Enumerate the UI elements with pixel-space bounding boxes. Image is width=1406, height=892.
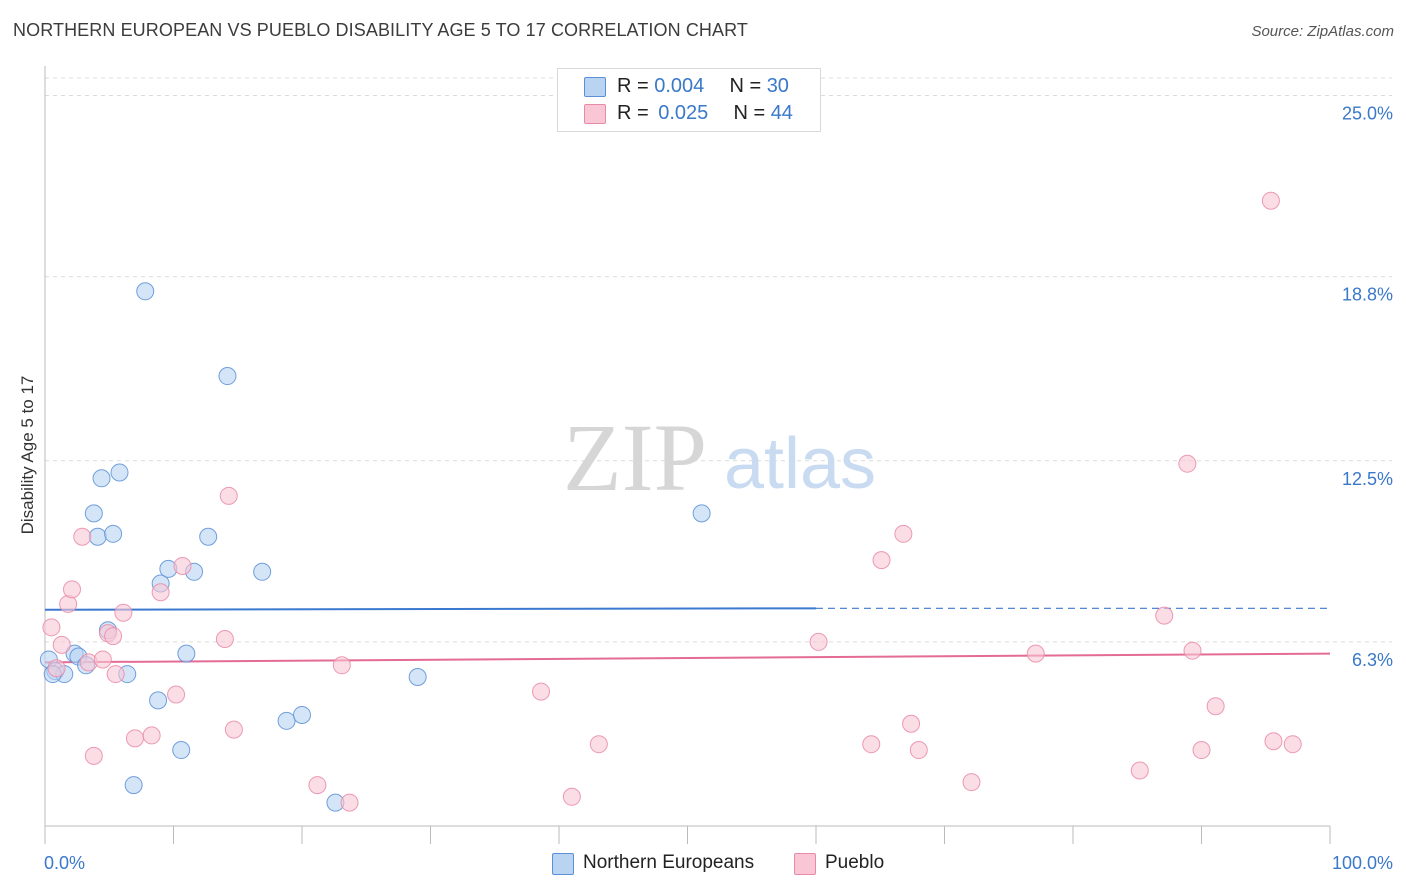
pueblo-trend-line xyxy=(44,652,1331,664)
pueblo-point xyxy=(1178,454,1197,473)
y-tick-label: 18.8% xyxy=(1342,285,1393,305)
pueblo-point xyxy=(84,746,103,765)
pueblo-point xyxy=(42,618,61,637)
tick-labels: 6.3% 12.5% 18.8% 25.0% 0.0% 100.0% xyxy=(44,104,1393,873)
pueblo-point xyxy=(47,659,66,678)
pueblo-point xyxy=(872,551,891,570)
pueblo-point xyxy=(1206,697,1225,716)
pueblo-point xyxy=(340,793,359,812)
axes xyxy=(44,66,1331,844)
y-tick-label: 6.3% xyxy=(1352,650,1393,670)
pueblo-point xyxy=(173,556,192,575)
pueblo-point xyxy=(142,726,161,745)
northern-europeans-point xyxy=(408,667,427,686)
bottom-legend-label: Northern Europeans xyxy=(583,852,755,873)
pueblo-point xyxy=(219,486,238,505)
pueblo-point xyxy=(151,583,170,602)
northern-europeans-point xyxy=(692,504,711,523)
data-points xyxy=(39,191,1302,812)
pueblo-point xyxy=(894,524,913,543)
pueblo-point xyxy=(1261,191,1280,210)
x-tick-label-max: 100.0% xyxy=(1332,853,1393,873)
watermark-atlas: atlas xyxy=(724,424,876,504)
northern-europeans-point xyxy=(92,469,111,488)
northern-europeans-point xyxy=(84,504,103,523)
x-tick-label-min: 0.0% xyxy=(44,853,85,873)
pueblo-point xyxy=(1026,644,1045,663)
northern-europeans-point xyxy=(124,776,143,795)
pueblo-point xyxy=(862,735,881,754)
pueblo-point xyxy=(1192,741,1211,760)
legend-swatch-pink xyxy=(584,104,606,124)
pueblo-point xyxy=(224,720,243,739)
pueblo-point xyxy=(532,682,551,701)
pueblo-point xyxy=(1183,641,1202,660)
gridlines xyxy=(45,77,1392,643)
pueblo-point xyxy=(73,527,92,546)
pueblo-point xyxy=(902,714,921,733)
pueblo-point xyxy=(589,735,608,754)
northern-europeans-point xyxy=(199,527,218,546)
pueblo-point xyxy=(167,685,186,704)
legend-r-label: R = xyxy=(617,102,649,124)
pueblo-point xyxy=(215,630,234,648)
source-label: Source: ZipAtlas.com xyxy=(1251,23,1394,40)
pueblo-point xyxy=(104,627,123,646)
pueblo-point xyxy=(93,650,112,669)
pueblo-point xyxy=(909,741,928,760)
legend-n-label: N = xyxy=(733,102,766,124)
pueblo-point xyxy=(1264,732,1283,751)
pueblo-point xyxy=(125,729,144,748)
legend-r-value: 0.004 xyxy=(654,75,705,97)
legend-n-label: N = xyxy=(729,75,762,97)
pueblo-point xyxy=(52,635,71,654)
northern-europeans-point xyxy=(293,705,311,724)
legend-r-label: R = xyxy=(617,75,649,97)
northern-europeans-point xyxy=(104,524,123,543)
pueblo-point xyxy=(1283,735,1302,754)
y-tick-label: 25.0% xyxy=(1342,104,1393,124)
legend-r-value: 0.025 xyxy=(658,102,709,124)
legend-swatch-blue xyxy=(584,77,606,97)
chart-title: NORTHERN EUROPEAN VS PUEBLO DISABILITY A… xyxy=(13,20,748,40)
pueblo-point xyxy=(114,603,133,622)
pueblo-point xyxy=(562,787,581,806)
pueblo-point xyxy=(106,665,125,684)
pueblo-point xyxy=(1155,606,1174,625)
pueblo-point xyxy=(332,656,351,675)
northern-europeans-trend-line xyxy=(44,607,817,611)
bottom-legend-swatch-pink xyxy=(794,853,816,875)
pueblo-point xyxy=(62,580,81,599)
legend-n-value: 44 xyxy=(770,102,793,124)
y-tick-label: 12.5% xyxy=(1342,469,1393,489)
legend-n-value: 30 xyxy=(766,75,789,97)
northern-europeans-point xyxy=(88,527,107,546)
northern-europeans-point xyxy=(177,644,196,663)
pueblo-point xyxy=(962,773,981,792)
northern-europeans-point xyxy=(136,282,155,301)
northern-europeans-point xyxy=(277,711,296,730)
correlation-legend: R = 0.004 N = 30 R = 0.025 N = 44 xyxy=(557,68,821,132)
northern-europeans-point xyxy=(172,741,191,760)
pueblo-point xyxy=(1130,761,1149,780)
northern-europeans-point xyxy=(253,562,272,581)
watermark: ZIP atlas xyxy=(563,404,876,511)
northern-europeans-point xyxy=(149,691,168,710)
bottom-legend-label: Pueblo xyxy=(825,852,885,873)
trend-lines xyxy=(44,607,1331,664)
northern-europeans-point xyxy=(218,367,237,386)
pueblo-point xyxy=(308,776,327,795)
pueblo-point xyxy=(809,632,828,651)
northern-europeans-point xyxy=(110,463,129,482)
bottom-legend-swatch-blue xyxy=(552,853,574,875)
watermark-zip: ZIP xyxy=(563,404,707,511)
